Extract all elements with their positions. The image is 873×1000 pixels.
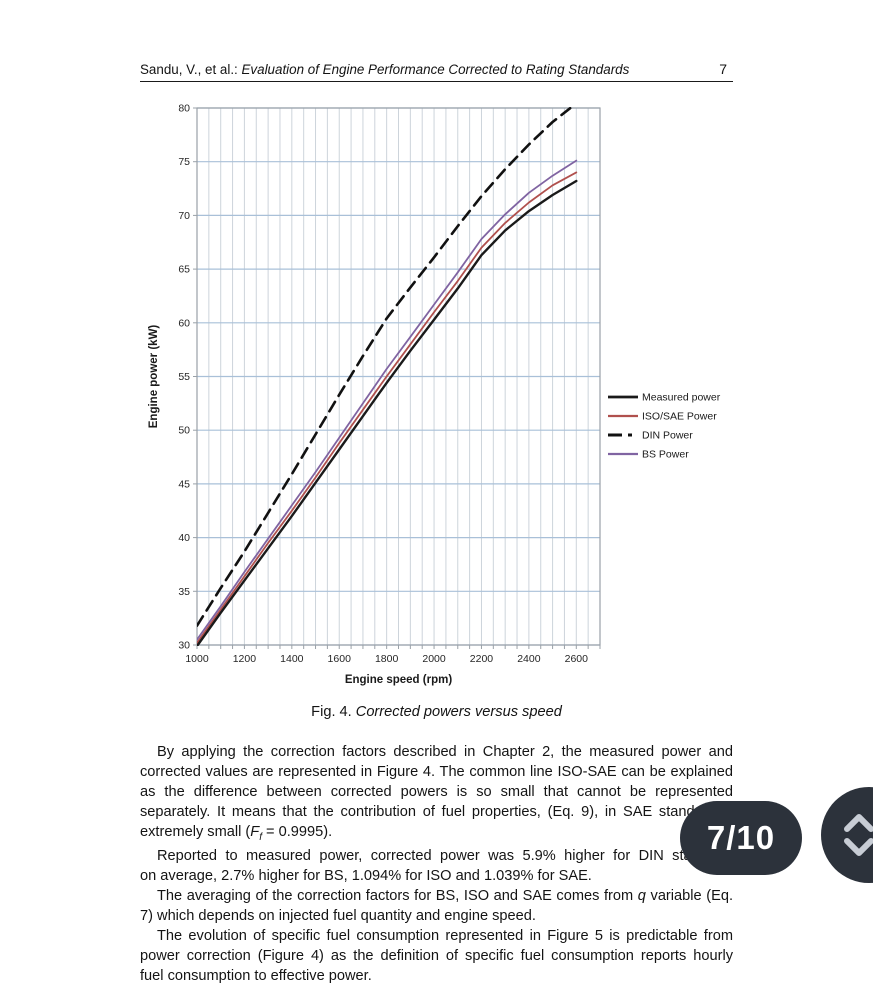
svg-text:2400: 2400 [517, 653, 541, 665]
svg-text:60: 60 [178, 317, 190, 329]
svg-text:1200: 1200 [233, 653, 257, 665]
body-line: separately. It means that the contributi… [140, 803, 733, 820]
body-line: as the difference between corrected powe… [140, 783, 733, 800]
body-line: corrected values are represented in Figu… [140, 763, 733, 780]
body-text: By applying the correction factors descr… [140, 743, 733, 987]
svg-text:1600: 1600 [328, 653, 352, 665]
running-head-text: Sandu, V., et al.: Evaluation of Engine … [140, 62, 719, 77]
body-line: fuel consumption to effective power. [140, 967, 372, 984]
series-measured-power [197, 179, 578, 646]
chevron-up-down-icon [844, 814, 873, 856]
svg-text:35: 35 [178, 586, 190, 598]
svg-text:Measured power: Measured power [642, 392, 721, 404]
svg-text:ISO/SAE Power: ISO/SAE Power [642, 411, 717, 423]
figure-chart: 1000 1200 1400 1600 1800 2000 2200 2400 2600 30 35… [140, 95, 760, 707]
svg-text:2000: 2000 [422, 653, 446, 665]
series-din-power [197, 107, 572, 627]
series-bs-power [197, 159, 578, 641]
svg-text:75: 75 [178, 156, 190, 168]
svg-text:30: 30 [178, 640, 190, 652]
body-line: 7) which depends on injected fuel quanti… [140, 908, 536, 925]
body-line: extremely small (Ff = 0.9995). [140, 823, 333, 843]
series-iso-sae-power [197, 171, 578, 644]
running-head-authors: Sandu, V., et al.: [140, 62, 242, 77]
svg-text:2600: 2600 [565, 653, 589, 665]
svg-text:2200: 2200 [470, 653, 494, 665]
svg-text:50: 50 [178, 425, 190, 437]
running-head: Sandu, V., et al.: Evaluation of Engine … [140, 61, 733, 82]
svg-text:Engine speed (rpm): Engine speed (rpm) [345, 674, 453, 686]
figure-caption: Fig. 4. Corrected powers versus speed [140, 704, 733, 720]
svg-text:1000: 1000 [185, 653, 209, 665]
svg-text:1800: 1800 [375, 653, 399, 665]
page-indicator-badge: 7/10 [680, 801, 802, 875]
svg-text:BS Power: BS Power [642, 449, 689, 461]
svg-text:65: 65 [178, 264, 190, 276]
svg-text:80: 80 [178, 103, 190, 115]
svg-text:55: 55 [178, 371, 190, 383]
figure-caption-prefix: Fig. 4. [311, 704, 356, 720]
scroll-pages-button[interactable] [821, 787, 873, 883]
page-indicator-label: 7/10 [706, 819, 776, 856]
svg-text:DIN Power: DIN Power [642, 430, 693, 442]
chart-svg: 1000 1200 1400 1600 1800 2000 2200 2400 2600 30 35… [148, 103, 721, 687]
body-line: The averaging of the correction factors … [157, 888, 733, 905]
running-head-title: Evaluation of Engine Performance Correct… [241, 62, 630, 77]
svg-text:40: 40 [178, 532, 190, 544]
body-line: By applying the correction factors descr… [157, 744, 733, 760]
figure-caption-title: Corrected powers versus speed [355, 704, 562, 720]
body-line: The evolution of specific fuel consumpti… [157, 928, 733, 945]
body-line: Reported to measured power, corrected po… [157, 848, 733, 865]
page-number: 7 [719, 61, 727, 77]
body-line: power correction (Figure 4) as the defin… [140, 947, 733, 964]
body-line: on average, 2.7% higher for BS, 1.094% f… [140, 868, 592, 885]
svg-text:Engine power (kW): Engine power (kW) [148, 325, 160, 429]
svg-text:1400: 1400 [280, 653, 304, 665]
svg-text:45: 45 [178, 478, 190, 490]
svg-text:70: 70 [178, 210, 190, 222]
